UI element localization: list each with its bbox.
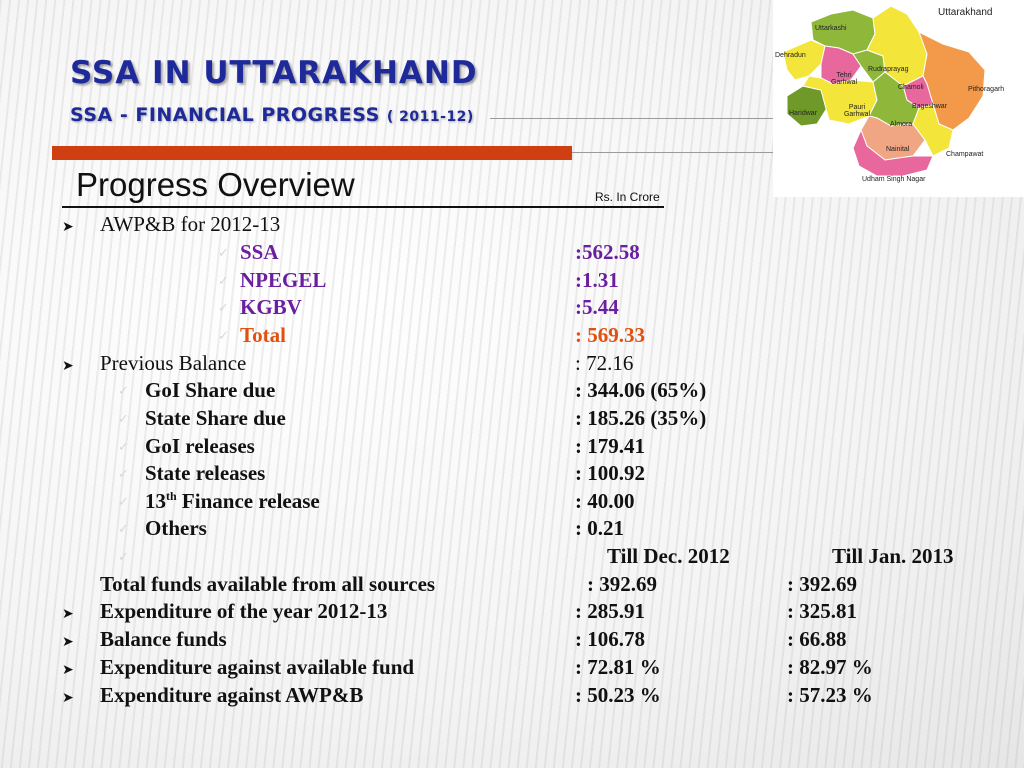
- map-label-dehradun: Dehradun: [775, 52, 806, 59]
- prev-item-finance-release: 13th Finance release: [145, 489, 320, 514]
- arrow-bullet-icon: ➤: [62, 634, 74, 650]
- prev-value-state-releases: : 100.92: [575, 461, 645, 485]
- district-map-graphic: [782, 5, 986, 177]
- arrow-bullet-icon: ➤: [62, 358, 74, 374]
- prev-value-state-share: : 185.26 (35%): [575, 406, 707, 430]
- awp-item-kgbv: KGBV: [240, 295, 302, 319]
- summary-v1-balance: : 106.78: [575, 627, 645, 651]
- prev-value-others: : 0.21: [575, 516, 624, 540]
- summary-v2-exp-awpb: : 57.23 %: [787, 683, 873, 707]
- header-divider-lower: [572, 152, 778, 153]
- check-bullet-icon: ✓: [118, 412, 129, 427]
- finance-suffix: th: [166, 489, 177, 503]
- awp-value-kgbv: :5.44: [575, 295, 619, 319]
- slide-title: SSA IN UTTARAKHAND: [70, 55, 478, 91]
- prev-item-goi-share: GoI Share due: [145, 378, 276, 402]
- arrow-bullet-icon: ➤: [62, 662, 74, 678]
- period-header-jan-2013: Till Jan. 2013: [832, 544, 954, 568]
- map-label-haridwar: Haridwar: [789, 110, 818, 117]
- previous-balance-value: : 72.16: [575, 351, 634, 375]
- map-label-pauri: Pauri Garhwal: [843, 104, 871, 118]
- finance-text: Finance release: [176, 489, 320, 513]
- previous-balance-label: Previous Balance: [100, 351, 247, 375]
- map-label-uttarkashi: Uttarkashi: [815, 25, 847, 32]
- subtitle-main: SSA - FINANCIAL PROGRESS: [70, 104, 380, 126]
- summary-v2-balance: : 66.88: [787, 627, 847, 651]
- check-bullet-icon: ✓: [218, 246, 229, 261]
- arrow-bullet-icon: ➤: [62, 690, 74, 706]
- summary-v1-expenditure-year: : 285.91: [575, 599, 645, 623]
- map-label-tehri: Tehri Garhwal: [830, 72, 858, 86]
- awp-label: AWP&B for 2012-13: [100, 212, 281, 236]
- summary-v1-exp-awpb: : 50.23 %: [575, 683, 661, 707]
- subtitle-year: ( 2011-12): [386, 109, 474, 125]
- map-label-nainital: Nainital: [886, 146, 910, 153]
- map-title: Uttarakhand: [938, 7, 993, 18]
- header-divider: [490, 118, 775, 119]
- map-label-rudraprayag: Rudraprayag: [868, 66, 909, 73]
- check-bullet-icon: ✓: [218, 301, 229, 316]
- summary-label-expenditure-year: Expenditure of the year 2012-13: [100, 599, 388, 623]
- map-label-chamoli: Chamoli: [898, 84, 924, 91]
- accent-bar: [52, 146, 572, 160]
- awp-value-npegel: :1.31: [575, 268, 619, 292]
- map-label-almora: Almora: [890, 121, 913, 128]
- district-haridwar: [786, 85, 828, 127]
- summary-v1-total-funds: : 392.69: [587, 572, 657, 596]
- awp-value-total: : 569.33: [575, 323, 645, 347]
- summary-label-balance: Balance funds: [100, 627, 227, 651]
- section-heading: Progress Overview: [76, 166, 355, 203]
- summary-label-exp-available: Expenditure against available fund: [100, 655, 415, 679]
- summary-v1-exp-available: : 72.81 %: [575, 655, 661, 679]
- awp-item-npegel: NPEGEL: [240, 268, 327, 292]
- check-bullet-icon: ✓: [118, 467, 129, 482]
- prev-item-goi-releases: GoI releases: [145, 434, 255, 458]
- awp-value-ssa: :562.58: [575, 240, 640, 264]
- summary-label-exp-awpb: Expenditure against AWP&B: [100, 683, 364, 707]
- district-udham-singh-nagar: [852, 128, 934, 177]
- map-label-bageshwar: Bageshwar: [912, 103, 948, 110]
- summary-v2-total-funds: : 392.69: [787, 572, 857, 596]
- map-label-champawat: Champawat: [946, 151, 984, 158]
- awp-item-ssa: SSA: [240, 240, 279, 264]
- prev-value-goi-releases: : 179.41: [575, 434, 645, 458]
- check-bullet-icon: ✓: [118, 440, 129, 455]
- district-dehradun: [782, 39, 826, 81]
- prev-value-goi-share: : 344.06 (65%): [575, 378, 707, 402]
- check-bullet-icon: ✓: [218, 329, 229, 344]
- arrow-bullet-icon: ➤: [62, 606, 74, 622]
- check-bullet-icon: ✓: [118, 495, 129, 510]
- summary-v2-exp-available: : 82.97 %: [787, 655, 873, 679]
- map-label-udham-singh-nagar: Udham Singh Nagar: [862, 176, 926, 183]
- prev-item-others: Others: [145, 516, 207, 540]
- arrow-bullet-icon: ➤: [62, 219, 74, 235]
- finance-number: 13: [145, 489, 166, 513]
- check-bullet-icon: ✓: [118, 550, 129, 565]
- check-bullet-icon: ✓: [218, 274, 229, 289]
- slide-subtitle: SSA - FINANCIAL PROGRESS ( 2011-12): [70, 104, 474, 126]
- uttarakhand-map: [773, 0, 1024, 197]
- prev-item-state-share: State Share due: [145, 406, 286, 430]
- prev-item-state-releases: State releases: [145, 461, 266, 485]
- check-bullet-icon: ✓: [118, 384, 129, 399]
- district-champawat: [912, 103, 954, 157]
- map-label-pithoragarh: Pithoragarh: [968, 86, 1005, 93]
- summary-label-total-funds: Total funds available from all sources: [100, 572, 436, 596]
- heading-underline: [62, 206, 664, 208]
- awp-item-total: Total: [240, 323, 286, 347]
- unit-label: Rs. In Crore: [595, 190, 660, 204]
- period-header-dec-2012: Till Dec. 2012: [607, 544, 730, 568]
- prev-value-finance-release: : 40.00: [575, 489, 635, 513]
- check-bullet-icon: ✓: [118, 522, 129, 537]
- summary-v2-expenditure-year: : 325.81: [787, 599, 857, 623]
